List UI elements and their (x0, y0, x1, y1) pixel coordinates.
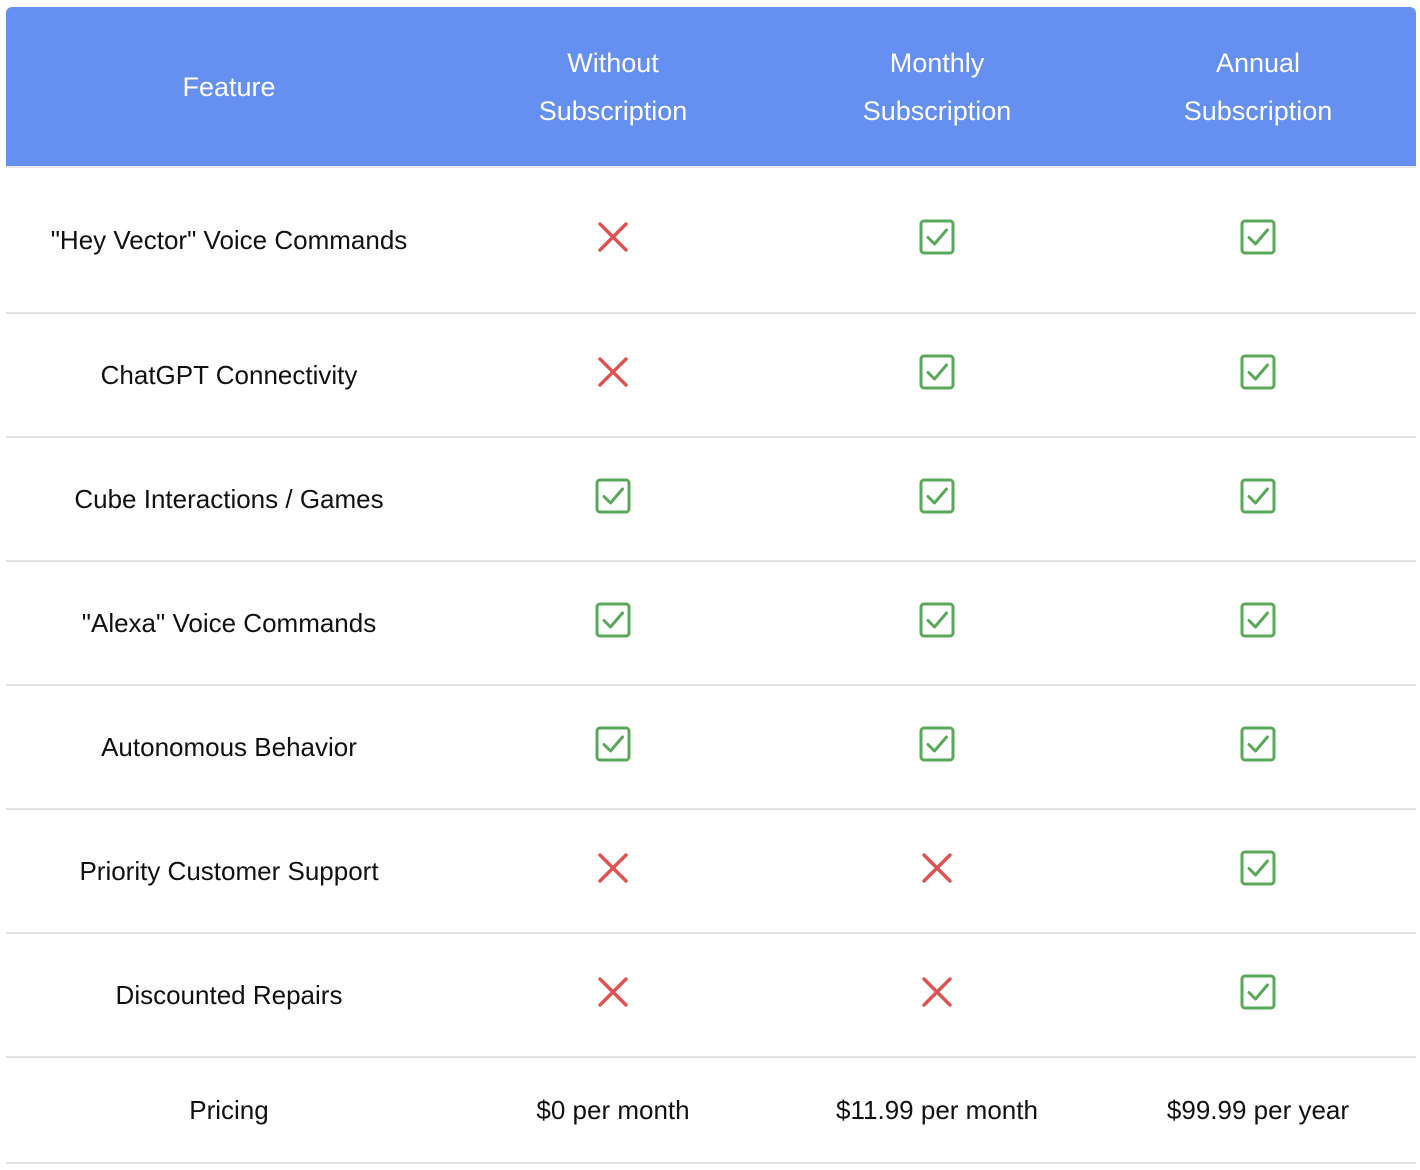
annual-cell (1100, 932, 1416, 1057)
feature-cell: "Hey Vector" Voice Commands (6, 166, 452, 313)
monthly-cell (774, 932, 1100, 1057)
table-row: Cube Interactions / Games (6, 436, 1416, 561)
header-monthly-line2: Subscription (862, 95, 1012, 126)
cross-icon (595, 850, 631, 886)
without-cell (452, 684, 774, 809)
header-feature-label: Feature (182, 71, 276, 102)
feature-cell: "Alexa" Voice Commands (6, 560, 452, 685)
header-row: Feature Without Subscription Monthly Sub… (6, 7, 1416, 167)
check-box-icon (1240, 219, 1276, 255)
check-box-icon (1240, 478, 1276, 514)
feature-cell: Cube Interactions / Games (6, 436, 452, 561)
header-feature: Feature (6, 7, 452, 167)
table-header: Feature Without Subscription Monthly Sub… (6, 7, 1416, 167)
feature-label: Priority Customer Support (79, 856, 379, 886)
check-box-icon (1240, 974, 1276, 1010)
feature-label: Cube Interactions / Games (74, 484, 384, 514)
feature-label: "Hey Vector" Voice Commands (50, 225, 408, 255)
annual-cell (1100, 436, 1416, 561)
annual-cell (1100, 808, 1416, 933)
cross-icon (919, 974, 955, 1010)
monthly-cell (774, 312, 1100, 437)
monthly-cell (774, 166, 1100, 313)
check-box-icon (919, 354, 955, 390)
feature-label: Discounted Repairs (115, 980, 343, 1010)
feature-cell: Autonomous Behavior (6, 684, 452, 809)
annual-cell (1100, 312, 1416, 437)
check-box-icon (595, 602, 631, 638)
feature-cell: Priority Customer Support (6, 808, 452, 933)
pricing-monthly: $11.99 per month (774, 1056, 1100, 1164)
pricing-annual: $99.99 per year (1100, 1056, 1416, 1164)
cross-icon (595, 219, 631, 255)
monthly-cell (774, 436, 1100, 561)
feature-cell: Discounted Repairs (6, 932, 452, 1057)
annual-cell (1100, 560, 1416, 685)
check-box-icon (919, 726, 955, 762)
monthly-cell (774, 684, 1100, 809)
header-monthly-subscription: Monthly Subscription (774, 7, 1100, 167)
without-cell (452, 560, 774, 685)
cross-icon (595, 354, 631, 390)
table-row: "Hey Vector" Voice Commands (6, 166, 1416, 313)
subscription-comparison-table: Feature Without Subscription Monthly Sub… (6, 7, 1416, 1164)
monthly-cell (774, 560, 1100, 685)
monthly-cell (774, 808, 1100, 933)
cross-icon (919, 850, 955, 886)
without-cell (452, 312, 774, 437)
check-box-icon (919, 219, 955, 255)
table-row: Priority Customer Support (6, 808, 1416, 933)
comparison-table-container: Feature Without Subscription Monthly Sub… (6, 7, 1416, 1164)
check-box-icon (1240, 726, 1276, 762)
check-box-icon (919, 478, 955, 514)
table-row: "Alexa" Voice Commands (6, 560, 1416, 685)
feature-label: Autonomous Behavior (101, 732, 357, 762)
header-without-subscription: Without Subscription (452, 7, 774, 167)
feature-label: ChatGPT Connectivity (100, 360, 358, 390)
pricing-row: Pricing $0 per month $11.99 per month $9… (6, 1056, 1416, 1164)
feature-label: "Alexa" Voice Commands (81, 608, 377, 638)
without-cell (452, 436, 774, 561)
check-box-icon (1240, 354, 1276, 390)
header-annual-line1: Annual (1215, 47, 1301, 78)
header-annual-subscription: Annual Subscription (1100, 7, 1416, 167)
check-box-icon (1240, 602, 1276, 638)
without-cell (452, 808, 774, 933)
cross-icon (595, 974, 631, 1010)
header-without-line2: Subscription (538, 95, 688, 126)
annual-cell (1100, 166, 1416, 313)
pricing-without: $0 per month (452, 1056, 774, 1164)
annual-cell (1100, 684, 1416, 809)
pricing-label: Pricing (6, 1056, 452, 1164)
table-row: ChatGPT Connectivity (6, 312, 1416, 437)
without-cell (452, 166, 774, 313)
table-row: Autonomous Behavior (6, 684, 1416, 809)
feature-cell: ChatGPT Connectivity (6, 312, 452, 437)
check-box-icon (1240, 850, 1276, 886)
table-row: Discounted Repairs (6, 932, 1416, 1057)
table-body: "Hey Vector" Voice Commands ChatGPT Conn… (6, 166, 1416, 1164)
check-box-icon (595, 726, 631, 762)
check-box-icon (919, 602, 955, 638)
header-annual-line2: Subscription (1183, 95, 1333, 126)
without-cell (452, 932, 774, 1057)
check-box-icon (595, 478, 631, 514)
header-monthly-line1: Monthly (889, 47, 985, 78)
header-without-line1: Without (567, 47, 659, 78)
